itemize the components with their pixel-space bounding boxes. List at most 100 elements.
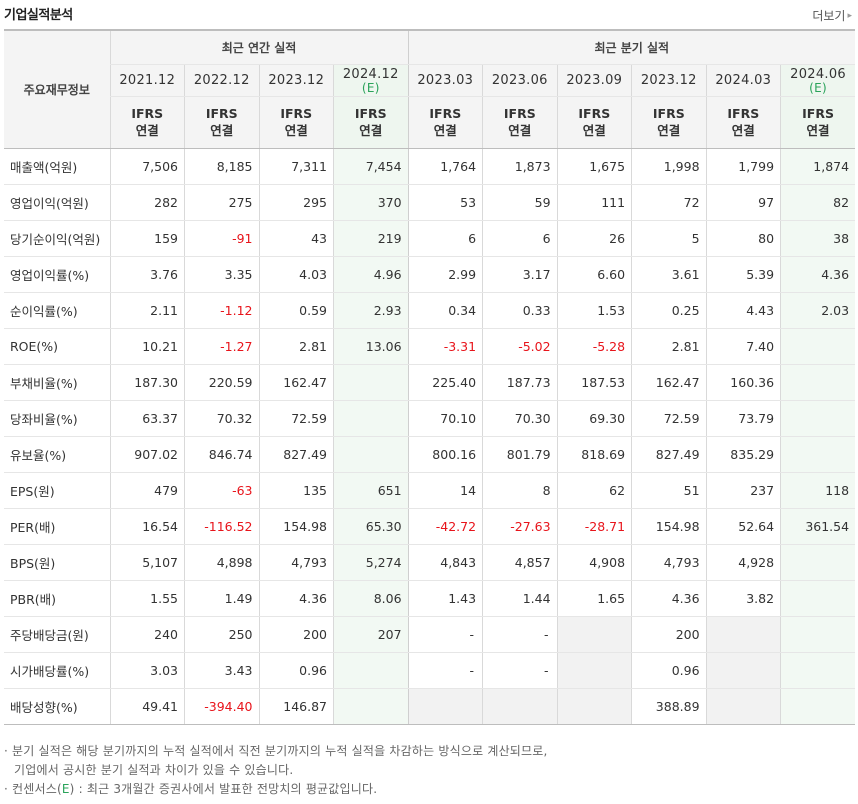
data-cell: 800.16 — [407, 436, 483, 473]
row-label: BPS(원) — [4, 544, 110, 581]
data-cell: 111 — [556, 184, 632, 221]
data-cell — [780, 363, 856, 401]
data-cell: 3.61 — [631, 255, 707, 293]
data-cell: 4,793 — [258, 544, 334, 581]
data-cell: 154.98 — [631, 508, 707, 545]
data-cell: 219 — [333, 220, 409, 257]
data-cell: 220.59 — [184, 363, 259, 401]
footnote-quarter-cont: 기업에서 공시한 분기 실적과 차이가 있을 수 있습니다. — [14, 763, 294, 777]
data-cell: 4,793 — [631, 544, 707, 581]
data-cell: 70.30 — [482, 400, 558, 437]
data-cell — [780, 400, 856, 437]
data-cell: 65.30 — [333, 508, 409, 545]
data-cell: 361.54 — [780, 508, 856, 545]
data-cell: 162.47 — [258, 363, 334, 401]
data-cell: 2.03 — [780, 292, 856, 329]
data-cell — [780, 436, 856, 473]
data-cell: 0.25 — [631, 292, 707, 329]
more-label: 더보기 — [812, 9, 846, 23]
data-cell: 1.65 — [556, 580, 632, 617]
data-cell: 162.47 — [631, 363, 707, 401]
period-header: 2023.12 — [258, 64, 334, 97]
data-cell: 59 — [482, 184, 558, 221]
table-row: 유보율(%) 907.02 846.74 827.49 800.16 801.79 818.… — [4, 436, 856, 473]
data-cell: 7,311 — [258, 147, 334, 185]
accounting-standard-header: IFRS 연결 — [109, 96, 185, 149]
accounting-standard-header: IFRS 연결 — [631, 96, 707, 149]
data-cell: 62 — [556, 471, 632, 509]
data-cell: 4.03 — [258, 255, 334, 293]
row-label: 시가배당률(%) — [4, 652, 110, 689]
data-cell: 80 — [705, 220, 781, 257]
data-cell — [705, 688, 781, 725]
table-row: 매출액(억원) 7,506 8,185 7,311 7,454 1,764 1,873 1,6… — [4, 147, 856, 185]
data-cell: 160.36 — [705, 363, 781, 401]
row-label: 영업이익(억원) — [4, 184, 110, 221]
data-cell: -5.02 — [482, 328, 558, 365]
row-label: 배당성향(%) — [4, 688, 110, 725]
accounting-standard-header: IFRS 연결 — [407, 96, 483, 149]
data-cell: 49.41 — [109, 688, 185, 725]
table-row: 순이익률(%) 2.11 -1.12 0.59 2.93 0.34 0.33 1.53 0.25… — [4, 292, 856, 329]
table-row: 영업이익(억원) 282 275 295 370 53 59 111 72 97 82 — [4, 184, 856, 221]
data-cell: 1,873 — [482, 147, 558, 185]
data-cell: 4,843 — [407, 544, 483, 581]
data-cell: -42.72 — [407, 508, 483, 545]
data-cell: 388.89 — [631, 688, 707, 725]
data-cell: 240 — [109, 615, 185, 653]
table-row: PER(배) 16.54 -116.52 154.98 65.30 -42.72 -27.6… — [4, 508, 856, 545]
period-header: 2023.03 — [407, 64, 483, 97]
table-row: EPS(원) 479 -63 135 651 14 8 62 51 237 118 — [4, 471, 856, 509]
table-row: 부채비율(%) 187.30 220.59 162.47 225.40 187.73 187… — [4, 363, 856, 401]
data-cell: 8.06 — [333, 580, 409, 617]
more-link[interactable]: 더보기 ▸ — [812, 7, 852, 24]
data-cell: 479 — [109, 471, 185, 509]
data-cell: 187.30 — [109, 363, 185, 401]
page-title: 기업실적분석 — [4, 8, 73, 23]
data-cell — [333, 400, 409, 437]
data-cell: -28.71 — [556, 508, 632, 545]
data-cell: 275 — [184, 184, 259, 221]
data-cell: 1.43 — [407, 580, 483, 617]
accounting-standard-header: IFRS 연결 — [780, 96, 856, 149]
data-cell: 0.59 — [258, 292, 334, 329]
data-cell: 295 — [258, 184, 334, 221]
data-cell: 651 — [333, 471, 409, 509]
data-cell: 1.49 — [184, 580, 259, 617]
data-cell: - — [482, 615, 558, 653]
data-cell — [556, 688, 632, 725]
period-header: 2024.12 (E) — [333, 64, 409, 97]
period-header: 2023.12 — [631, 64, 707, 97]
data-cell: 250 — [184, 615, 259, 653]
accounting-standard-header: IFRS 연결 — [705, 96, 781, 149]
data-cell: 6.60 — [556, 255, 632, 293]
data-cell: 282 — [109, 184, 185, 221]
data-cell: 3.35 — [184, 255, 259, 293]
data-cell: 3.17 — [482, 255, 558, 293]
data-cell: -116.52 — [184, 508, 259, 545]
row-label: 부채비율(%) — [4, 363, 110, 401]
accounting-standard-header: IFRS 연결 — [258, 96, 334, 149]
data-cell: -1.12 — [184, 292, 259, 329]
data-cell: 2.99 — [407, 255, 483, 293]
data-cell — [780, 328, 856, 365]
table-row: 주당배당금(원) 240 250 200 207- -200 — [4, 615, 856, 653]
data-cell: 7.40 — [705, 328, 781, 365]
data-cell: 2.93 — [333, 292, 409, 329]
data-cell: 4.36 — [631, 580, 707, 617]
data-cell: 4,857 — [482, 544, 558, 581]
data-cell: 146.87 — [258, 688, 334, 725]
accounting-standard-header: IFRS 연결 — [184, 96, 259, 149]
period-header: 2023.09 — [556, 64, 632, 97]
data-cell — [333, 436, 409, 473]
data-cell — [333, 652, 409, 689]
data-cell: 3.82 — [705, 580, 781, 617]
data-cell: 72 — [631, 184, 707, 221]
table-row: 당좌비율(%) 63.37 70.32 72.59 70.10 70.30 69.30 72.… — [4, 400, 856, 437]
row-label: 매출액(억원) — [4, 147, 110, 185]
data-cell: 154.98 — [258, 508, 334, 545]
data-cell: 4.96 — [333, 255, 409, 293]
data-cell: 10.21 — [109, 328, 185, 365]
row-label: 당좌비율(%) — [4, 400, 110, 437]
data-cell: 14 — [407, 471, 483, 509]
